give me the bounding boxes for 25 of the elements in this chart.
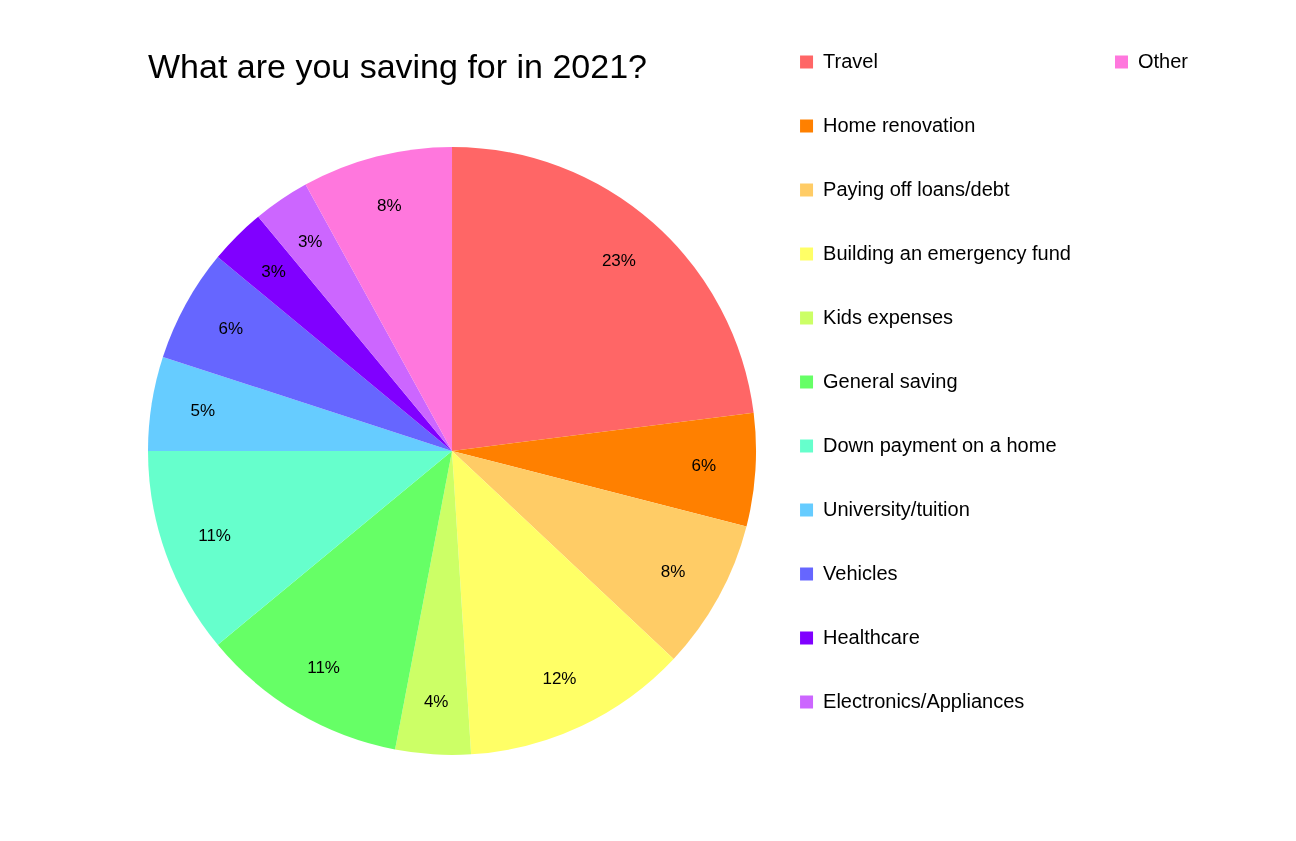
legend-label: Kids expenses	[823, 305, 954, 328]
legend-label: Down payment on a home	[823, 433, 1057, 456]
legend-label: Healthcare	[823, 625, 920, 648]
data-label: 8%	[660, 562, 686, 582]
legend-label: General saving	[823, 369, 958, 392]
chart-title: What are you saving for in 2021?	[148, 46, 647, 85]
legend-label: Other	[1137, 49, 1189, 72]
legend-label: Electronics/Appliances	[823, 689, 1025, 712]
data-label: 11%	[307, 657, 340, 677]
legend-label: Home renovation	[823, 113, 976, 136]
data-label: 3%	[297, 231, 323, 251]
data-label: 8%	[376, 196, 402, 216]
data-label: 11%	[198, 526, 231, 546]
data-label: 5%	[190, 401, 216, 421]
legend-label: Paying off loans/debt	[823, 177, 1010, 200]
legend-label: University/tuition	[823, 497, 970, 520]
data-label: 6%	[691, 456, 717, 476]
data-label: 3%	[261, 262, 286, 282]
data-label: 23%	[601, 251, 636, 271]
legend-label: Travel	[823, 49, 878, 72]
data-label: 4%	[423, 692, 449, 712]
data-label: 12%	[542, 668, 577, 688]
legend-label: Building an emergency fund	[823, 241, 1071, 264]
data-label: 6%	[218, 319, 244, 339]
legend-label: Vehicles	[823, 561, 898, 584]
